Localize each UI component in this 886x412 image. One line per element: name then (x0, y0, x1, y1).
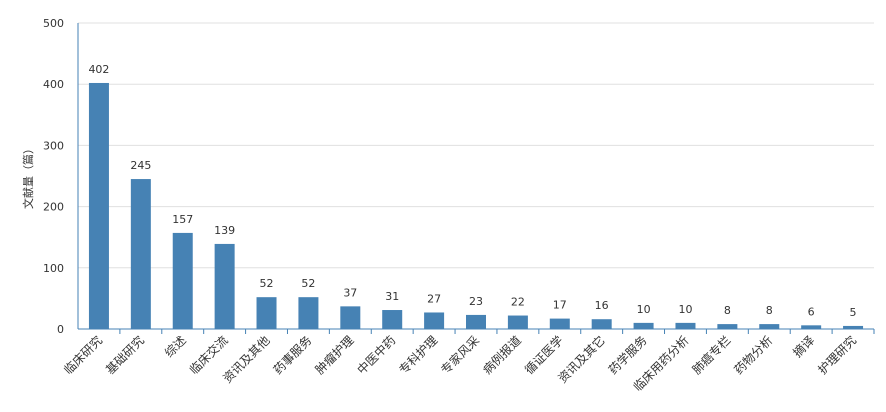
x-category-label: 基础研究 (102, 333, 147, 378)
data-label: 23 (469, 295, 483, 308)
data-label: 22 (511, 296, 525, 309)
y-tick-label: 400 (43, 78, 64, 91)
bar (298, 297, 319, 329)
data-labels: 402 245 157 139 52 52 37 31 27 23 22 17 16 10 10 8 8 6 5 (88, 63, 856, 319)
x-category-label: 肺癌专栏 (689, 333, 734, 378)
data-label: 245 (130, 159, 151, 172)
bar (424, 312, 445, 329)
data-label: 5 (850, 306, 857, 319)
bar (759, 324, 780, 329)
bar (130, 179, 151, 329)
bar (717, 324, 738, 329)
data-label: 157 (172, 213, 193, 226)
x-category-label: 药物分析 (732, 333, 776, 377)
data-label: 52 (301, 277, 315, 290)
x-category-label: 肿瘤护理 (312, 333, 357, 378)
bar (507, 315, 528, 329)
x-category-label: 临床交流 (186, 333, 231, 378)
data-label: 52 (260, 277, 274, 290)
data-label: 27 (427, 292, 441, 305)
gridlines (78, 22, 874, 269)
data-label: 37 (343, 286, 357, 299)
y-axis-label: 文献量（篇） (21, 143, 35, 209)
data-label: 16 (595, 299, 609, 312)
bar (256, 297, 277, 329)
x-category-label: 综述 (162, 333, 189, 360)
y-tick-label: 200 (43, 201, 64, 214)
bar (675, 322, 696, 329)
y-tick-label: 0 (57, 323, 64, 336)
bar (466, 314, 486, 329)
x-category-label: 药事服务 (270, 333, 315, 378)
bar (843, 325, 864, 329)
bar (633, 322, 654, 329)
data-label: 31 (385, 290, 399, 303)
data-label: 402 (88, 63, 109, 76)
x-category-label: 专家风采 (438, 333, 483, 378)
bar (214, 243, 235, 329)
x-category-label: 循证医学 (521, 333, 566, 378)
bar (340, 306, 361, 329)
data-label: 17 (553, 299, 567, 312)
bar (549, 318, 570, 329)
data-label: 10 (637, 303, 651, 316)
bar (88, 82, 109, 329)
data-label: 6 (808, 305, 815, 318)
x-category-label: 临床研究 (61, 333, 106, 378)
bar (172, 232, 193, 329)
y-axis-ticks: 0 100 200 300 400 500 (43, 17, 64, 336)
x-category-label: 病例报道 (479, 333, 524, 378)
data-label: 8 (766, 304, 773, 317)
x-category-label: 中医中药 (354, 333, 399, 378)
bar (382, 310, 403, 329)
x-category-label: 摘译 (790, 333, 818, 361)
bars (88, 82, 864, 329)
x-category-label: 护理研究 (815, 333, 860, 378)
data-label: 139 (214, 224, 235, 237)
x-category-label: 药学服务 (605, 333, 650, 378)
y-tick-label: 500 (43, 17, 64, 30)
y-tick-label: 300 (43, 139, 64, 152)
data-label: 10 (678, 303, 692, 316)
y-tick-label: 100 (43, 262, 64, 275)
bar (801, 325, 822, 329)
bar (591, 319, 612, 329)
x-category-label: 专科护理 (396, 333, 441, 378)
data-label: 8 (724, 304, 731, 317)
